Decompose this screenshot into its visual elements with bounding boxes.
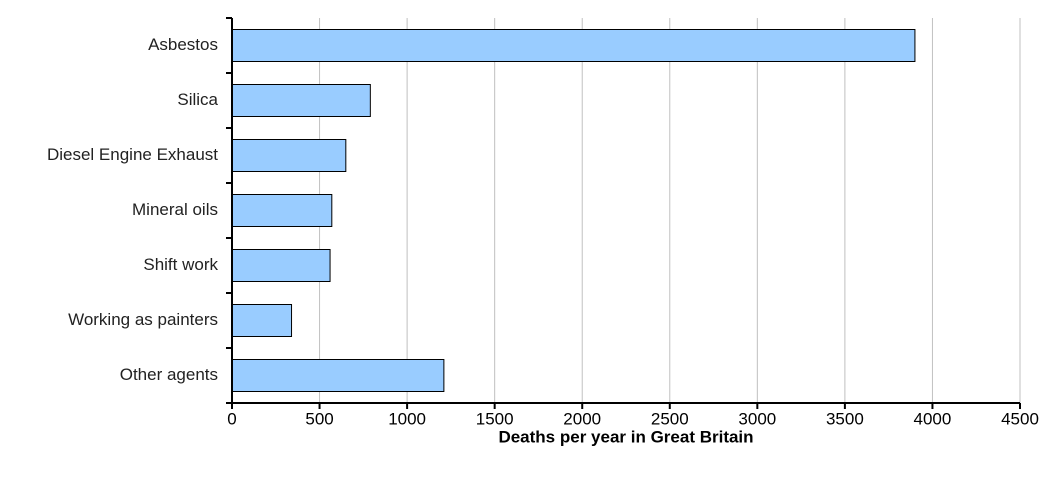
x-tick-label: 4000 [914,409,952,428]
bar [231,84,371,117]
y-tick-label: Shift work [143,255,218,274]
x-tick-label: 0 [227,409,236,428]
x-tick-label: 3500 [826,409,864,428]
x-tick-label: 500 [305,409,333,428]
x-tick-label: 1000 [388,409,426,428]
y-tick-label: Other agents [120,365,218,384]
bar [231,194,333,227]
x-tick-label: 4500 [1001,409,1039,428]
x-tick-label: 2500 [651,409,689,428]
bar [231,139,347,172]
y-tick-label: Asbestos [148,35,218,54]
x-tick-label: 2000 [563,409,601,428]
y-tick-label: Silica [177,90,218,109]
bar [231,359,445,392]
x-axis-title: Deaths per year in Great Britain [498,427,753,446]
y-tick-label: Diesel Engine Exhaust [47,145,218,164]
y-tick-label: Working as painters [68,310,218,329]
bar [231,249,331,282]
x-tick-label: 3000 [738,409,776,428]
y-tick-label: Mineral oils [132,200,218,219]
bar [231,304,293,337]
bar [231,29,916,62]
x-tick-label: 1500 [476,409,514,428]
